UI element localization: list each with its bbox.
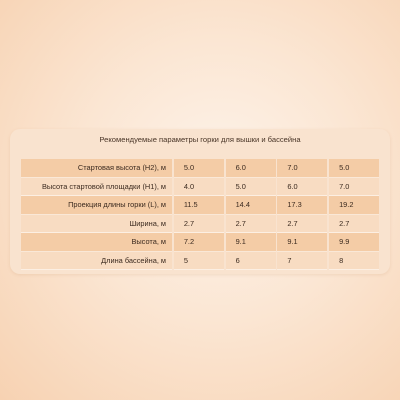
- table-row: Проекция длины горки (L), м 11.5 14.4 17…: [21, 196, 380, 215]
- table-cell: 7.0: [329, 177, 380, 196]
- table-cell: 7.0: [277, 159, 328, 178]
- row-label-pool-length: Длина бассейна, м: [21, 251, 173, 270]
- table-cell: 7: [277, 251, 328, 270]
- table-cell: 8: [329, 251, 380, 270]
- table-cell: 4.0: [173, 177, 224, 196]
- table-cell: 17.3: [277, 196, 328, 215]
- parameters-table: Стартовая высота (H2), м 5.0 6.0 7.0 5.0…: [21, 159, 380, 270]
- table-row: Высота стартовой площадки (H1), м 4.0 5.…: [21, 177, 380, 196]
- table-cell: 5.0: [329, 159, 380, 178]
- table-cell: 19.2: [329, 196, 380, 215]
- table-row: Стартовая высота (H2), м 5.0 6.0 7.0 5.0: [21, 159, 380, 178]
- table-cell: 5.0: [225, 177, 276, 196]
- table-cell: 2.7: [225, 214, 276, 233]
- row-label-start-height: Стартовая высота (H2), м: [21, 159, 173, 178]
- table-cell: 2.7: [329, 214, 380, 233]
- row-label-platform-height: Высота стартовой площадки (H1), м: [21, 177, 173, 196]
- table-cell: 9.1: [277, 233, 328, 252]
- row-label-slide-projection: Проекция длины горки (L), м: [21, 196, 173, 215]
- table-cell: 9.9: [329, 233, 380, 252]
- parameters-card: Рекомендуемые параметры горки для вышки …: [10, 129, 390, 274]
- table-cell: 2.7: [277, 214, 328, 233]
- table-cell: 6.0: [277, 177, 328, 196]
- table-caption: Рекомендуемые параметры горки для вышки …: [99, 135, 301, 144]
- table-cell: 5: [173, 251, 224, 270]
- table-cell: 6: [225, 251, 276, 270]
- row-label-width: Ширина, м: [21, 214, 173, 233]
- table-cell: 9.1: [225, 233, 276, 252]
- table-cell: 2.7: [173, 214, 224, 233]
- table-cell: 7.2: [173, 233, 224, 252]
- table-cell: 6.0: [225, 159, 276, 178]
- table-row: Высота, м 7.2 9.1 9.1 9.9: [21, 233, 380, 252]
- table-cell: 5.0: [173, 159, 224, 178]
- table-cell: 14.4: [225, 196, 276, 215]
- table-row: Ширина, м 2.7 2.7 2.7 2.7: [21, 214, 380, 233]
- table-cell: 11.5: [173, 196, 224, 215]
- table-row: Длина бассейна, м 5 6 7 8: [21, 251, 380, 270]
- row-label-height: Высота, м: [21, 233, 173, 252]
